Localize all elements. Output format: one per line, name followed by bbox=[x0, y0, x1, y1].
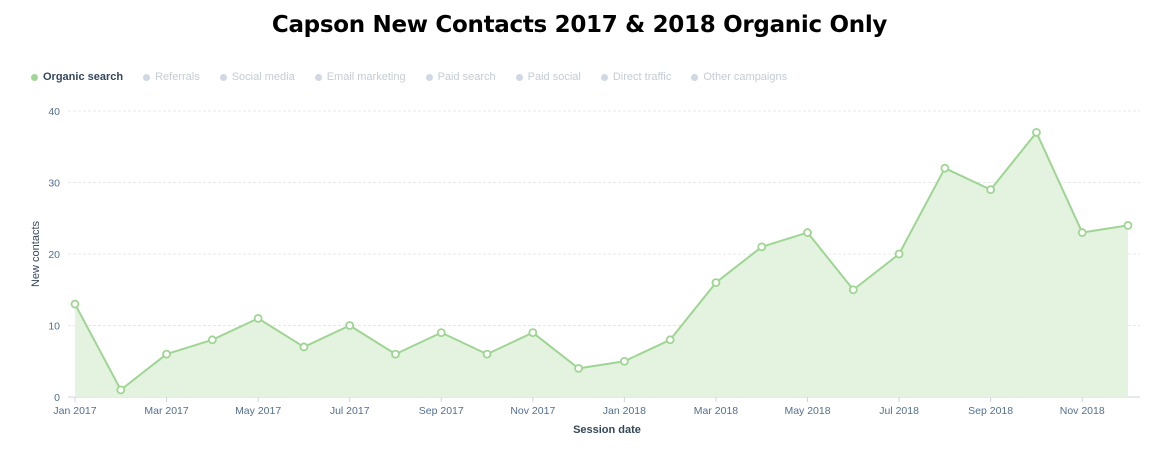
series-area bbox=[75, 132, 1128, 397]
legend-label: Referrals bbox=[155, 71, 200, 83]
x-tick-label: Sep 2017 bbox=[419, 405, 464, 417]
legend-marker bbox=[31, 73, 38, 81]
legend-label: Paid search bbox=[437, 71, 496, 83]
y-tick-label: 20 bbox=[48, 249, 60, 261]
data-point[interactable] bbox=[1077, 228, 1087, 237]
data-point[interactable] bbox=[711, 278, 721, 288]
y-tick-label: 0 bbox=[54, 392, 60, 404]
data-point[interactable] bbox=[757, 242, 767, 252]
data-point[interactable] bbox=[116, 385, 126, 395]
legend-label: Organic search bbox=[43, 71, 124, 83]
data-point[interactable] bbox=[253, 313, 263, 323]
y-tick-label: 30 bbox=[48, 178, 60, 190]
data-point[interactable] bbox=[940, 163, 950, 173]
data-point[interactable] bbox=[619, 356, 629, 366]
data-point[interactable] bbox=[528, 328, 538, 338]
legend-label: Other campaigns bbox=[703, 71, 788, 83]
series-line bbox=[74, 131, 1129, 391]
x-tick-label: Jan 2018 bbox=[603, 405, 646, 417]
data-point[interactable] bbox=[299, 342, 309, 352]
x-tick-label: Mar 2018 bbox=[694, 405, 739, 417]
legend-item-paid-social[interactable]: Paid social bbox=[515, 71, 581, 83]
y-axis-title: New contacts bbox=[30, 220, 42, 287]
data-point[interactable] bbox=[986, 185, 996, 195]
x-tick-label: Jul 2017 bbox=[330, 405, 370, 417]
y-tick-label: 40 bbox=[48, 106, 60, 118]
data-point[interactable] bbox=[574, 363, 584, 373]
x-axis-title: Session date bbox=[573, 424, 641, 436]
legend-item-other-campaigns[interactable]: Other campaigns bbox=[691, 71, 787, 83]
x-tick-label: Jan 2017 bbox=[53, 405, 96, 417]
data-point[interactable] bbox=[70, 299, 80, 309]
data-point[interactable] bbox=[345, 321, 355, 330]
chart-legend: Organic search Referrals Social media Email… bbox=[31, 69, 807, 85]
legend-marker bbox=[425, 73, 433, 81]
data-point[interactable] bbox=[482, 349, 492, 359]
legend-item-organic-search[interactable]: Organic search bbox=[31, 71, 123, 83]
legend-item-email-marketing[interactable]: Email marketing bbox=[314, 71, 406, 83]
legend-label: Social media bbox=[231, 71, 295, 83]
x-tick-label: Jul 2018 bbox=[879, 405, 919, 417]
legend-marker bbox=[219, 73, 227, 81]
data-point[interactable] bbox=[665, 335, 675, 345]
legend-label: Direct traffic bbox=[612, 71, 672, 83]
data-point[interactable] bbox=[1032, 128, 1041, 137]
legend-label: Paid social bbox=[527, 71, 581, 83]
legend-marker bbox=[600, 73, 608, 81]
legend-item-referrals[interactable]: Referrals bbox=[143, 71, 200, 83]
data-point[interactable] bbox=[894, 249, 904, 259]
legend-marker bbox=[691, 73, 699, 81]
legend-marker bbox=[314, 73, 322, 81]
legend-marker bbox=[515, 73, 523, 81]
x-tick-label: Mar 2017 bbox=[144, 405, 189, 417]
legend-item-paid-search[interactable]: Paid search bbox=[425, 71, 496, 83]
data-point[interactable] bbox=[207, 335, 217, 345]
x-tick-label: May 2017 bbox=[235, 405, 281, 417]
legend-label: Email marketing bbox=[326, 71, 406, 83]
data-point[interactable] bbox=[848, 285, 858, 295]
data-point[interactable] bbox=[1123, 220, 1133, 230]
y-tick-label: 10 bbox=[48, 321, 60, 333]
chart-title: Capson New Contacts 2017 & 2018 Organic … bbox=[271, 12, 888, 38]
data-point[interactable] bbox=[162, 349, 171, 359]
x-tick-label: Sep 2018 bbox=[968, 405, 1013, 417]
x-tick-label: Nov 2018 bbox=[1060, 405, 1105, 417]
legend-marker bbox=[143, 73, 151, 81]
x-tick-label: May 2018 bbox=[784, 405, 830, 417]
data-point[interactable] bbox=[391, 349, 400, 359]
legend-item-social-media[interactable]: Social media bbox=[219, 71, 295, 83]
x-tick-label: Nov 2017 bbox=[510, 405, 555, 417]
data-point[interactable] bbox=[436, 328, 446, 338]
legend-item-direct-traffic[interactable]: Direct traffic bbox=[600, 71, 672, 83]
data-point[interactable] bbox=[803, 228, 812, 237]
